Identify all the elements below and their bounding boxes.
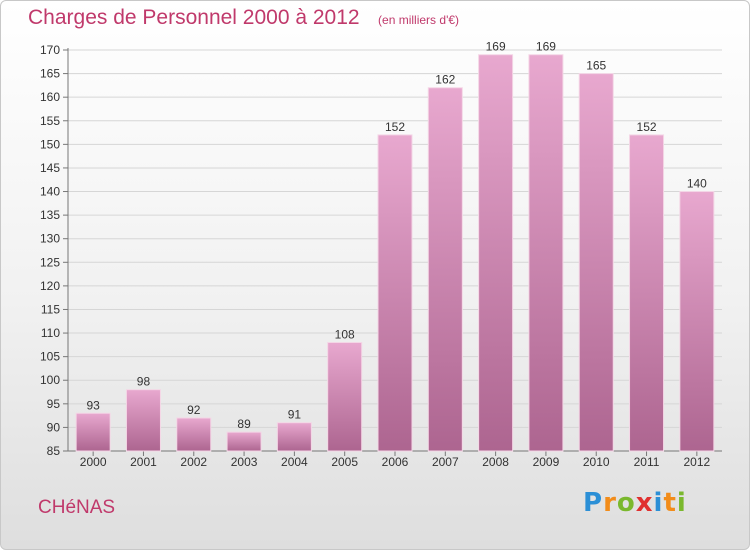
y-tick-label: 100 (40, 373, 60, 387)
bar-2001 (125, 389, 161, 452)
x-tick-label: 2001 (130, 455, 157, 469)
x-tick-label: 2008 (482, 455, 509, 469)
bar-2000 (75, 412, 111, 452)
x-tick-label: 2007 (432, 455, 459, 469)
logo-letter: i (653, 488, 664, 518)
y-tick-label: 130 (40, 232, 60, 246)
bar-2012 (679, 191, 715, 452)
x-tick-label: 2011 (634, 455, 660, 469)
y-tick-label: 150 (40, 137, 60, 151)
proxiti-logo: Proxiti (583, 488, 687, 518)
logo-letter: P (583, 488, 604, 518)
chart-title-main: Charges de Personnel 2000 à 2012 (28, 6, 360, 29)
bar-2002 (176, 417, 212, 452)
value-label: 108 (335, 327, 355, 341)
bar-2005 (327, 341, 363, 452)
bar-2006 (377, 134, 413, 452)
y-tick-label: 165 (40, 67, 60, 81)
x-tick-label: 2003 (231, 455, 258, 469)
commune-name: CHéNAS (38, 497, 116, 518)
x-tick-label: 2009 (533, 455, 560, 469)
bar-2009 (528, 54, 564, 452)
y-tick-label: 95 (47, 397, 61, 411)
value-label: 169 (486, 40, 506, 54)
x-tick-label: 2002 (180, 455, 207, 469)
x-tick-label: 2004 (281, 455, 308, 469)
value-label: 93 (86, 398, 100, 412)
y-tick-label: 160 (40, 90, 60, 104)
bar-2007 (427, 87, 463, 452)
bars (75, 54, 715, 452)
chart-title-unit: (en milliers d'€) (378, 13, 460, 27)
chart-title: Charges de Personnel 2000 à 2012 (en mil… (28, 6, 459, 30)
y-tick-label: 140 (40, 185, 60, 199)
data-labels: 93 98 92 89 91 108 152 162 169 169 165 152 140 (86, 40, 707, 431)
bar-2008 (478, 54, 514, 452)
y-tick-label: 135 (40, 208, 60, 222)
value-label: 169 (536, 40, 556, 54)
value-label: 98 (137, 375, 151, 389)
logo-letter: r (603, 488, 617, 518)
value-label: 162 (435, 73, 455, 87)
y-tick-label: 145 (40, 161, 60, 175)
bar-2010 (578, 73, 614, 452)
bar-2004 (276, 422, 312, 452)
value-label: 152 (385, 120, 405, 134)
logo-letter: o (616, 488, 636, 518)
value-label: 140 (687, 177, 707, 191)
y-tick-label: 170 (40, 43, 60, 57)
value-label: 165 (586, 59, 606, 73)
y-tick-label: 110 (41, 326, 60, 340)
value-label: 92 (187, 403, 201, 417)
x-tick-label: 2006 (382, 455, 409, 469)
value-label: 152 (637, 120, 657, 134)
axes: 85 90 95 100 105 110 115 120 125 130 135 140 145 150 1… (40, 43, 722, 469)
y-tick-label: 120 (40, 279, 60, 293)
value-label: 89 (237, 417, 251, 431)
logo-letter: t (663, 488, 677, 518)
y-tick-label: 125 (40, 255, 60, 269)
y-tick-label: 155 (40, 114, 60, 128)
y-tick-label: 90 (47, 420, 61, 434)
bar-2003 (226, 431, 262, 452)
y-tick-label: 105 (40, 350, 60, 364)
value-label: 91 (288, 408, 302, 422)
y-tick-label: 85 (47, 444, 61, 458)
x-tick-label: 2000 (80, 455, 107, 469)
x-tick-label: 2005 (331, 455, 358, 469)
x-tick-label: 2012 (683, 455, 710, 469)
logo-letter: i (676, 488, 687, 518)
y-tick-label: 115 (41, 302, 60, 316)
bar-2011 (629, 134, 665, 452)
x-tick-label: 2010 (583, 455, 610, 469)
logo-letter: x (635, 488, 654, 518)
